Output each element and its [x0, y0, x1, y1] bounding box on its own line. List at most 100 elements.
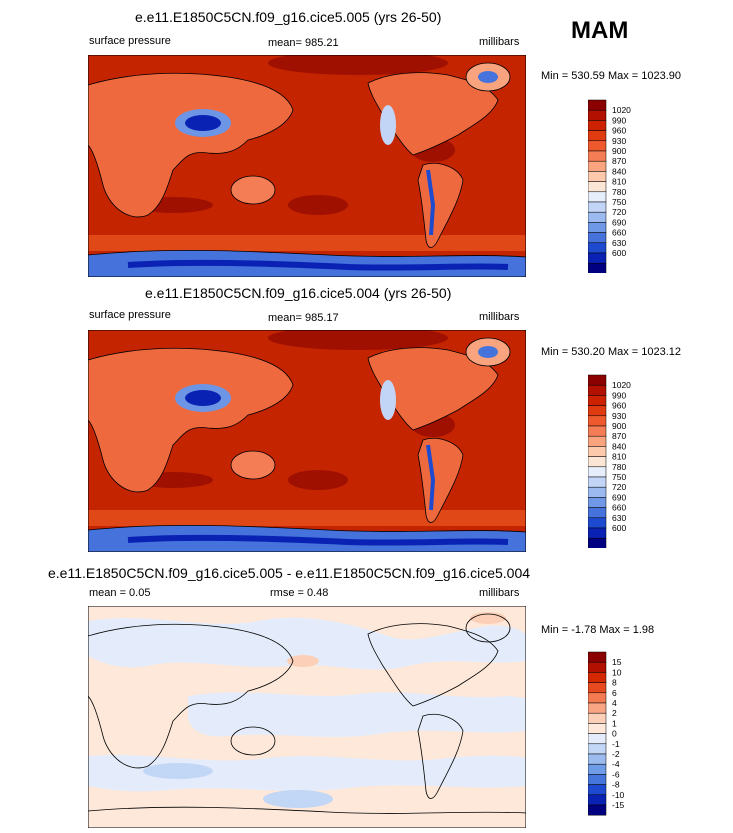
pressure-low-antarctic-plateau [127, 534, 509, 546]
colorbar-label: 780 [612, 462, 626, 472]
colorbar-box [588, 160, 607, 172]
colorbar-box [588, 374, 607, 386]
pressure-high-pacific [288, 470, 348, 490]
colorbar-box [588, 743, 607, 755]
colorbar-label: -4 [612, 759, 620, 769]
colorbar-label: -10 [612, 790, 625, 800]
difference-field-positive-pacific [287, 655, 319, 667]
pressure-low-antarctic-plateau [127, 259, 509, 271]
colorbar-label: -8 [612, 780, 620, 790]
colorbar-box [588, 774, 607, 785]
landmass-australia [230, 175, 276, 205]
colorbar-label: 720 [612, 482, 626, 492]
colorbar-box [588, 262, 607, 273]
colorbar-box [588, 415, 607, 427]
colorbar-label: 900 [612, 421, 626, 431]
colorbar-box [588, 211, 607, 223]
colorbar-box [588, 384, 607, 396]
colorbar-box [588, 651, 607, 663]
pressure-low-tibet-core [185, 115, 221, 131]
southern-ocean-band [88, 510, 526, 526]
outline-greenland [465, 613, 511, 643]
pressure-high-pacific [288, 195, 348, 215]
colorbar-label: 10 [612, 667, 622, 677]
colorbar-label: 840 [612, 441, 626, 451]
colorbar-box [588, 712, 607, 724]
colorbar-box [588, 140, 607, 152]
colorbar-label: 630 [612, 513, 626, 523]
difference-field-negative-tropics [188, 692, 526, 738]
colorbar-box [588, 733, 607, 745]
colorbar-label: 600 [612, 523, 626, 533]
colorbar-label: 810 [612, 452, 626, 462]
colorbar-label: 4 [612, 698, 617, 708]
colorbar-box [588, 435, 607, 447]
colorbar-box [588, 252, 607, 264]
colorbar-box [588, 486, 607, 498]
colorbar-label: 6 [612, 688, 617, 698]
colorbar-box [588, 150, 607, 162]
colorbar-label: 660 [612, 228, 626, 238]
colorbar-box [588, 109, 607, 121]
colorbar-box [588, 242, 607, 254]
panel3-minmax: Min = -1.78 Max = 1.98 [541, 624, 655, 636]
pressure-low-rockies [380, 380, 396, 420]
pressure-low-tibet-core [185, 390, 221, 406]
colorbar-label: 900 [612, 146, 626, 156]
colorbar-box [588, 507, 607, 519]
difference-field-minus2-indian [143, 763, 213, 779]
panel2-title: e.e11.E1850C5CN.f09_g16.cice5.004 (yrs 2… [145, 285, 452, 301]
colorbar-label: 750 [612, 197, 626, 207]
colorbar-label: 870 [612, 156, 626, 166]
panel1-minmax: Min = 530.59 Max = 1023.90 [541, 70, 682, 82]
panel3-title: e.e11.E1850C5CN.f09_g16.cice5.005 - e.e1… [48, 565, 531, 581]
colorbar-box [588, 763, 607, 775]
pressure-low-andes [426, 444, 436, 511]
colorbar-box [588, 405, 607, 417]
colorbar-label: 780 [612, 187, 626, 197]
season-label: MAM [571, 17, 629, 44]
colorbar-box [588, 446, 607, 457]
colorbar-box [588, 201, 607, 213]
panel1-right-label: millibars [479, 36, 520, 48]
colorbar-box [588, 804, 607, 816]
panel3-center-label: rmse = 0.48 [270, 587, 329, 599]
colorbar-label: 690 [612, 217, 626, 227]
colorbar-box [588, 702, 607, 714]
colorbar-label: 840 [612, 166, 626, 176]
colorbar-box [588, 232, 607, 244]
colorbar-box [588, 497, 607, 508]
colorbar-label: 1020 [612, 105, 631, 115]
colorbar-label: 1020 [612, 380, 631, 390]
colorbar-label: 2 [612, 708, 617, 718]
pressure-low-andes [426, 169, 436, 236]
colorbar-box [588, 130, 607, 142]
pressure-high-arctic [268, 55, 448, 75]
colorbar-label: -1 [612, 739, 620, 749]
colorbar-label: 8 [612, 678, 617, 688]
outline-antarctica [88, 806, 526, 814]
outline-north-america [367, 623, 499, 707]
colorbar-label: 810 [612, 177, 626, 187]
difference-field-negative-north [88, 617, 526, 670]
colorbar-label: 930 [612, 136, 626, 146]
colorbar-label: 630 [612, 238, 626, 248]
colorbar-box [588, 466, 607, 478]
colorbar-box [588, 723, 607, 734]
panel1-left-label: surface pressure [89, 35, 171, 47]
pressure-low-greenland [478, 346, 498, 358]
difference-map [88, 606, 526, 828]
colorbar-box [588, 171, 607, 182]
colorbar-box [588, 395, 607, 406]
pressure-high-arctic [268, 330, 448, 350]
colorbar-label: 960 [612, 126, 626, 136]
colorbar-label: 600 [612, 248, 626, 258]
colorbar-box [588, 661, 607, 673]
colorbar-box [588, 99, 607, 111]
colorbar-box [588, 794, 607, 806]
panel2-center-label: mean= 985.17 [268, 312, 339, 324]
colorbar-absolute-1: 1020990960930900870840810780750720690660… [588, 99, 631, 273]
colorbar-absolute-2: 1020990960930900870840810780750720690660… [588, 374, 631, 548]
colorbar-box [588, 753, 607, 765]
